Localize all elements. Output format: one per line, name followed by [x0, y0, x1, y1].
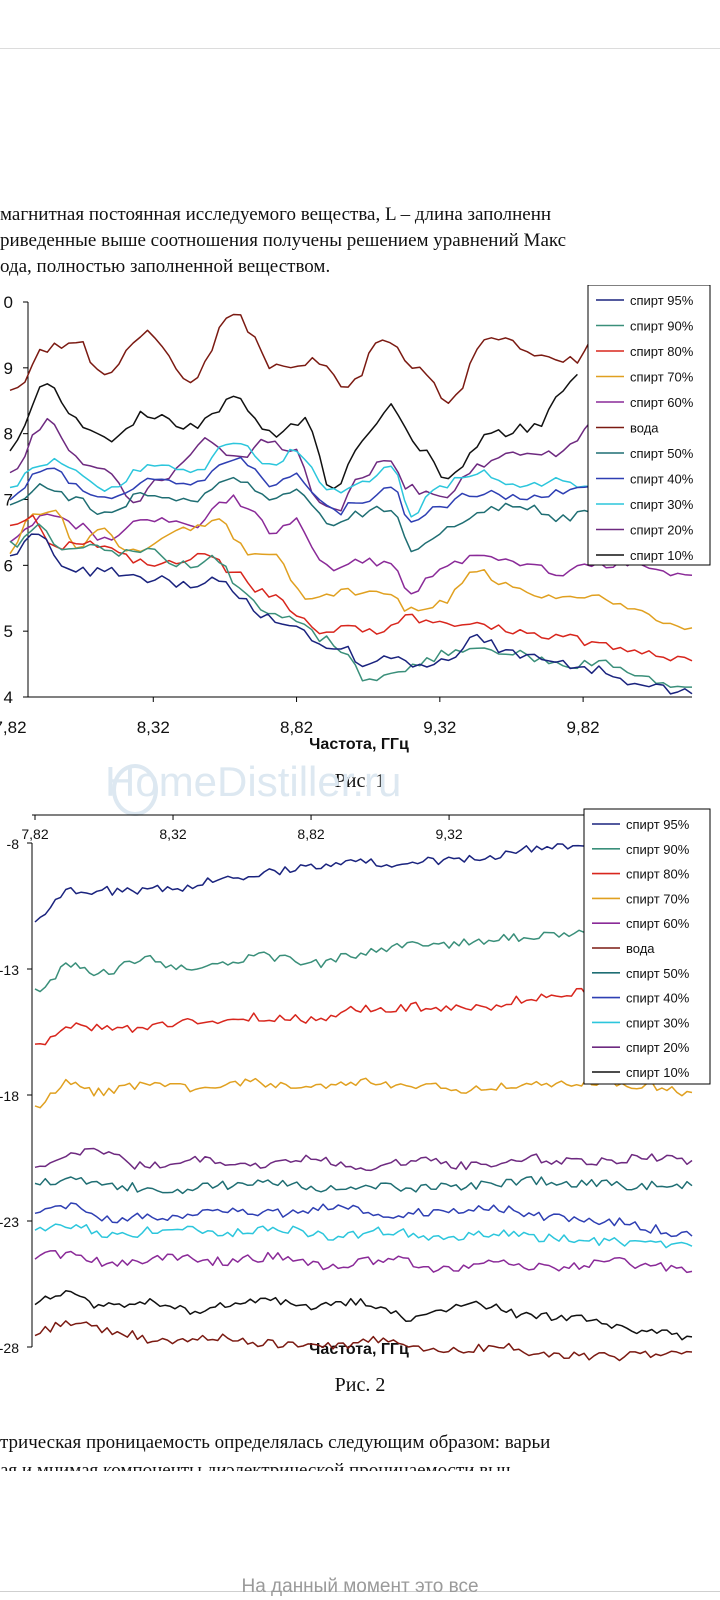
chart-figure-1: 0 9 8 7 6 5 4 7,82 8,32 8,82 9,32 9,82 Частота, ГГц с… — [0, 285, 711, 753]
footer-divider — [0, 1591, 720, 1592]
y-tick-label: -28 — [0, 1340, 19, 1356]
legend-label-спирт-80: спирт 80% — [630, 344, 694, 359]
x-tick-label: 8,32 — [159, 826, 186, 842]
legend-label-спирт-20: спирт 20% — [630, 523, 694, 538]
legend-label-вода: вода — [630, 421, 659, 436]
watermark: HomeDistiller.ru — [105, 758, 402, 805]
series-line-спирт-20 — [34, 1147, 693, 1172]
x-tick-label: 8,82 — [280, 718, 313, 737]
legend-box — [583, 808, 711, 1085]
series-line-спирт-30 — [34, 1223, 693, 1249]
series-line-спирт-80 — [34, 987, 610, 1046]
x-axis-title: Частота, ГГц — [309, 1341, 409, 1358]
legend-label-спирт-10: спирт 10% — [626, 1065, 690, 1080]
paragraph-top-line-1: магнитная постоянная исследуемого вещест… — [0, 204, 552, 225]
series-line-спирт-60 — [34, 1250, 693, 1274]
legend-label-спирт-90: спирт 90% — [626, 842, 690, 857]
legend-label-вода: вода — [626, 941, 655, 956]
y-tick-label: 8 — [4, 425, 13, 444]
series-line-спирт-80 — [9, 514, 693, 662]
x-tick-label: 9,82 — [567, 718, 600, 737]
legend-label-спирт-95: спирт 95% — [630, 293, 694, 308]
y-tick-label: 0 — [4, 293, 13, 312]
y-tick-label: 6 — [4, 556, 13, 575]
legend: спирт 95% спирт 90% спирт 80% спирт 70% спир… — [587, 285, 711, 566]
y-tick-label: 4 — [4, 688, 13, 707]
figure-2-caption: Рис. 2 — [334, 1374, 386, 1396]
legend-label-спирт-90: спирт 90% — [630, 319, 694, 334]
paragraph-bottom-line-1: трическая проницаемость определялась сле… — [0, 1432, 551, 1453]
x-tick-label: 7,82 — [0, 718, 27, 737]
x-tick-label: 8,82 — [297, 826, 324, 842]
paragraph-bottom-line-2: ая и мнимая компоненты диэлектрической п… — [0, 1460, 511, 1481]
y-tick-label: 5 — [4, 622, 13, 641]
x-tick-label: 9,32 — [435, 826, 462, 842]
top-divider — [0, 48, 720, 49]
series-line-спирт-90 — [34, 922, 610, 993]
legend-label-спирт-20: спирт 20% — [626, 1040, 690, 1055]
y-tick-label: -8 — [7, 836, 20, 852]
series-line-спирт-95 — [34, 837, 610, 923]
series-line-спирт-10 — [34, 1290, 693, 1341]
series-line-спирт-50 — [34, 1176, 693, 1195]
x-tick-label: 7,82 — [21, 826, 48, 842]
y-tick-label: -13 — [0, 962, 19, 978]
series-line-спирт-40 — [9, 456, 592, 523]
series-line-спирт-95 — [9, 533, 693, 695]
legend-label-спирт-60: спирт 60% — [626, 916, 690, 931]
legend-label-спирт-70: спирт 70% — [630, 370, 694, 385]
legend-label-спирт-40: спирт 40% — [626, 991, 690, 1006]
footer-message: На данный момент это все — [241, 1576, 479, 1597]
legend-label-спирт-50: спирт 50% — [626, 966, 690, 981]
y-tick-label: 7 — [4, 491, 13, 510]
series-line-вода — [34, 1320, 693, 1362]
chart-figure-2: -8 -13 -18 -23 -28 7,82 8,32 8,82 9,32 Частота, Г… — [0, 808, 711, 1362]
figure-1-caption: Рис. 1 — [334, 770, 386, 792]
series-line-спирт-20 — [9, 417, 593, 512]
y-tick-label: -23 — [0, 1214, 19, 1230]
legend-label-спирт-80: спирт 80% — [626, 867, 690, 882]
legend-label-спирт-60: спирт 60% — [630, 395, 694, 410]
legend-box — [587, 285, 711, 566]
y-tick-label: -18 — [0, 1088, 19, 1104]
series-line-спирт-70 — [34, 1077, 693, 1109]
paragraph-top-line-3: ода, полностью заполненной веществом. — [0, 256, 331, 277]
y-tick-label: 9 — [4, 359, 13, 378]
x-tick-label: 9,32 — [423, 718, 456, 737]
watermark-drop-icon — [112, 764, 158, 816]
x-axis-title: Частота, ГГц — [309, 736, 409, 753]
paragraph-top-line-2: риведенные выше соотношения получены реш… — [0, 230, 567, 251]
series-line-спирт-40 — [34, 1202, 693, 1238]
series-line-вода — [9, 313, 607, 405]
legend-label-спирт-40: спирт 40% — [630, 472, 694, 487]
legend-label-спирт-30: спирт 30% — [626, 1015, 690, 1030]
series-line-спирт-50 — [9, 476, 592, 553]
series-line-спирт-30 — [9, 442, 592, 518]
legend-label-спирт-70: спирт 70% — [626, 891, 690, 906]
legend-label-спирт-30: спирт 30% — [630, 497, 694, 512]
legend-label-спирт-10: спирт 10% — [630, 548, 694, 563]
series-line-спирт-60 — [9, 494, 693, 595]
x-tick-label: 8,32 — [137, 718, 170, 737]
legend-label-спирт-95: спирт 95% — [626, 817, 690, 832]
legend: спирт 95% спирт 90% спирт 80% спирт 70% спир… — [583, 808, 711, 1085]
series-line-спирт-10 — [9, 373, 578, 490]
legend-label-спирт-50: спирт 50% — [630, 446, 694, 461]
